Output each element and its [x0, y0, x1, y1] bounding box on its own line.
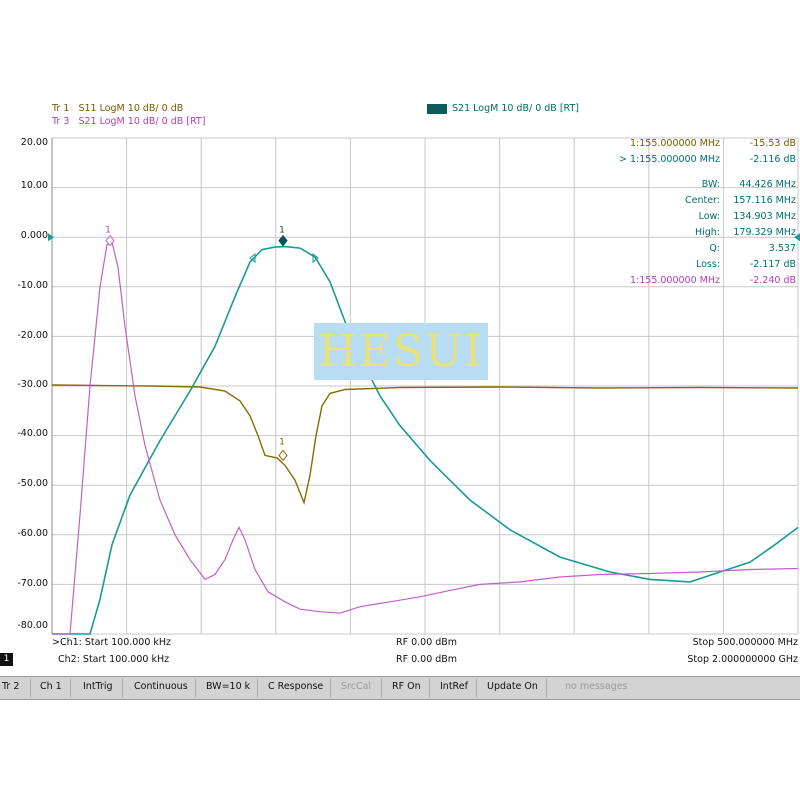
trace-1-desc: S11 LogM 10 dB/ 0 dB [78, 103, 184, 114]
ch1-stop-label: Stop 500.000000 MHz [692, 637, 798, 648]
y-tick-label: 0.000 [20, 230, 48, 241]
readout-s21-ch2-marker: 1:155.000000 MHz -2.240 dB [629, 275, 796, 286]
ch2-stop-label: Stop 2.000000000 GHz [687, 654, 798, 665]
status-divider [381, 679, 382, 697]
y-tick-label: 20.00 [20, 137, 48, 148]
y-tick-label: -70.00 [17, 578, 48, 589]
ch2-start-label: Ch2: Start 100.000 kHz [58, 654, 170, 665]
marker-1-label: 1 [279, 437, 285, 447]
ch2-rf-power: RF 0.00 dBm [396, 654, 458, 665]
trace-2-header[interactable]: S21 LogM 10 dB/ 0 dB [RT] [427, 103, 579, 115]
status-divider [122, 679, 123, 697]
reference-level-arrow [48, 233, 54, 242]
status-reference[interactable]: IntRef [440, 681, 468, 692]
s11-trace [51, 384, 799, 505]
readout-bandwidth: BW: 44.426 MHz [701, 179, 796, 190]
status-divider [429, 679, 430, 697]
status-calibration[interactable]: C Response [268, 681, 324, 692]
ch1-start-label: >Ch1: Start 100.000 kHz [52, 637, 172, 648]
y-tick-label: 10.00 [20, 180, 48, 191]
vna-screen: Tr 1 S11 LogM 10 dB/ 0 dB Tr 3 S21 LogM … [0, 100, 800, 700]
status-rf-power[interactable]: RF On [392, 681, 421, 692]
readout-s21-marker: > 1:155.000000 MHz -2.116 dB [619, 154, 796, 165]
bandwidth-marker [312, 252, 319, 264]
status-messages: no messages [565, 681, 628, 692]
y-tick-label: -50.00 [17, 478, 48, 489]
y-tick-label: -30.00 [17, 379, 48, 390]
readout-center: Center: 157.116 MHz [684, 195, 796, 206]
status-bar: Tr 2 Ch 1 IntTrig Continuous BW=10 k C R… [0, 676, 800, 700]
readout-low: Low: 134.903 MHz [698, 211, 796, 222]
status-divider [257, 679, 258, 697]
trace-1-label: Tr 1 [52, 103, 70, 114]
marker-1-s11 [278, 449, 288, 462]
status-trigger[interactable]: IntTrig [83, 681, 113, 692]
readout-q: Q: 3.537 [709, 243, 796, 254]
trace-3-label: Tr 3 [52, 116, 70, 127]
y-tick-label: -80.00 [17, 620, 48, 631]
y-tick-label: -10.00 [17, 280, 48, 291]
status-divider [546, 679, 547, 697]
ch1-rf-power: RF 0.00 dBm [396, 637, 458, 648]
reference-level-arrow [794, 233, 800, 242]
status-divider [476, 679, 477, 697]
trace-3-header[interactable]: Tr 3 S21 LogM 10 dB/ 0 dB [RT] [52, 116, 205, 129]
status-divider [70, 679, 71, 697]
status-if-bandwidth[interactable]: BW=10 k [206, 681, 251, 692]
status-active-trace[interactable]: Tr 2 [2, 681, 20, 692]
trace-1-header[interactable]: Tr 1 S11 LogM 10 dB/ 0 dB [52, 103, 205, 116]
channel-badge[interactable]: 1 [0, 653, 13, 666]
readout-s11-marker: 1:155.000000 MHz -15.53 dB [629, 138, 796, 149]
trace-2-desc: S21 LogM 10 dB/ 0 dB [RT] [452, 103, 579, 114]
trace-3-desc: S21 LogM 10 dB/ 0 dB [RT] [78, 116, 206, 127]
trace-list-left: Tr 1 S11 LogM 10 dB/ 0 dB Tr 3 S21 LogM … [52, 103, 205, 129]
marker-group: 1 1 1 [48, 226, 800, 462]
status-update[interactable]: Update On [487, 681, 538, 692]
y-tick-label: -60.00 [17, 528, 48, 539]
status-source-cal: SrcCal [341, 681, 372, 692]
status-divider [330, 679, 331, 697]
s21-ch2-trace [52, 241, 799, 635]
trace-2-swatch [427, 103, 447, 114]
marker-1-label: 1 [279, 226, 285, 236]
marker-1-label: 1 [105, 226, 111, 236]
marker-1-s21 [278, 234, 288, 247]
y-tick-label: -20.00 [17, 330, 48, 341]
status-sweep-mode[interactable]: Continuous [134, 681, 188, 692]
readout-loss: Loss: -2.117 dB [695, 259, 796, 270]
s21-trace [52, 245, 799, 635]
status-divider [195, 679, 196, 697]
readout-high: High: 179.329 MHz [694, 227, 796, 238]
bandwidth-marker [249, 252, 256, 264]
status-divider [30, 679, 31, 697]
status-active-channel[interactable]: Ch 1 [40, 681, 62, 692]
y-tick-label: -40.00 [17, 428, 48, 439]
marker-1-s21-ch2 [105, 234, 115, 247]
hesui-watermark: HESUI [314, 323, 488, 380]
measurement-plot[interactable]: 1 1 1 [0, 100, 800, 700]
